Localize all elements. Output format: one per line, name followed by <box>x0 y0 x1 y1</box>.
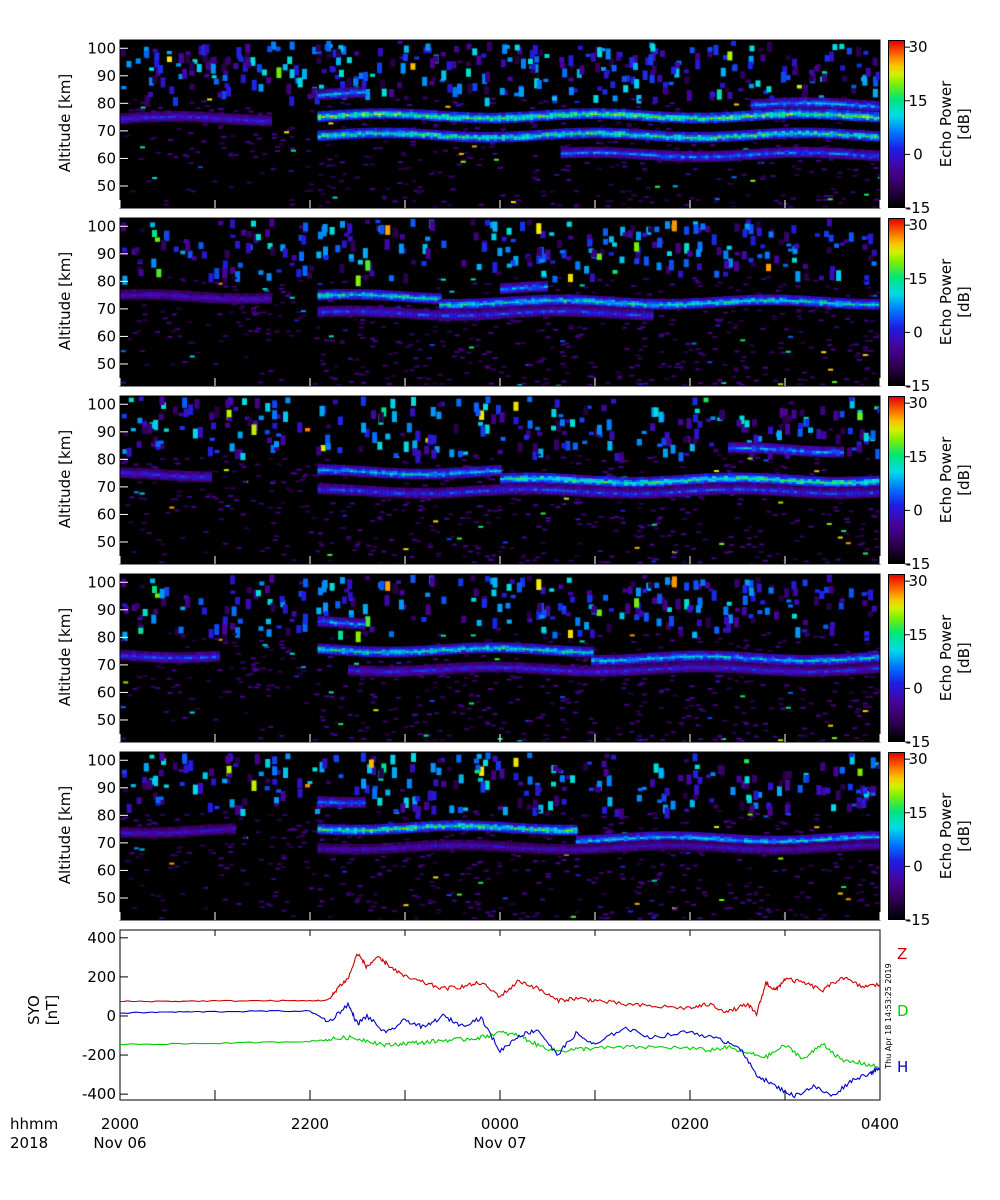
ylabel-panel-5: Altitude [km] <box>56 785 74 885</box>
colorbar-title-3: Echo Power [dB] <box>937 436 973 524</box>
colorbar-1 <box>888 40 905 208</box>
ytick-label-100: 100 <box>87 751 116 769</box>
colorbar-tick-label-30: 30 <box>908 750 927 768</box>
series-line-z <box>119 953 881 1018</box>
timestamp: Thu Apr 18 14:53:25 2019 <box>884 963 893 1069</box>
colorbar-tick-label-15: 15 <box>908 270 927 288</box>
line-ytick-label--400: -400 <box>82 1085 116 1103</box>
ytick-label-90: 90 <box>97 245 116 263</box>
echo-power-panel-2 <box>120 218 880 386</box>
ytick-label-70: 70 <box>97 478 116 496</box>
x-tick-time-3: 0200 <box>670 1115 710 1133</box>
ytick-label-70: 70 <box>97 656 116 674</box>
x-tick-date-2: Nov 07 <box>473 1134 527 1152</box>
ytick-label-50: 50 <box>97 177 116 195</box>
ytick-label-100: 100 <box>87 39 116 57</box>
colorbar-tick-label--15: -15 <box>906 199 931 217</box>
x-tick-time-1: 2200 <box>290 1115 330 1133</box>
ytick-label-50: 50 <box>97 355 116 373</box>
colorbar-tick-label--15: -15 <box>906 911 931 929</box>
colorbar-title-4: Echo Power [dB] <box>937 614 973 702</box>
ytick-label-50: 50 <box>97 533 116 551</box>
colorbar-title-2: Echo Power [dB] <box>937 258 973 346</box>
series-label-z: Z <box>897 945 908 963</box>
ylabel-panel-3: Altitude [km] <box>56 429 74 529</box>
echo-power-panel-4 <box>120 574 880 742</box>
ytick-label-100: 100 <box>87 573 116 591</box>
colorbar-5 <box>888 752 905 920</box>
colorbar-tick-label-15: 15 <box>908 804 927 822</box>
colorbar-tick-label-15: 15 <box>908 92 927 110</box>
series-line-h <box>119 1001 881 1099</box>
x-tick-time-4: 0400 <box>860 1115 900 1133</box>
colorbar-tick-label--15: -15 <box>906 733 931 751</box>
series-label-h: H <box>897 1058 909 1076</box>
colorbar-4 <box>888 574 905 742</box>
line-ytick-label-0: 0 <box>106 1007 116 1025</box>
colorbar-3 <box>888 396 905 564</box>
ytick-label-70: 70 <box>97 122 116 140</box>
colorbar-tick-label-15: 15 <box>908 626 927 644</box>
x-tick-time-2: 0000 <box>480 1115 520 1133</box>
colorbar-tick-label-30: 30 <box>908 38 927 56</box>
ylabel-panel-2: Altitude [km] <box>56 251 74 351</box>
colorbar-2 <box>888 218 905 386</box>
series-line-d <box>120 1030 881 1069</box>
ytick-label-90: 90 <box>97 779 116 797</box>
line-plot-frame <box>119 929 881 1101</box>
ytick-label-70: 70 <box>97 300 116 318</box>
ytick-label-60: 60 <box>97 861 116 879</box>
colorbar-tick-label-15: 15 <box>908 448 927 466</box>
ytick-label-50: 50 <box>97 711 116 729</box>
colorbar-tick-label-30: 30 <box>908 216 927 234</box>
line-ylabel: SYO [nT] <box>25 994 61 1026</box>
colorbar-tick-label--15: -15 <box>906 555 931 573</box>
ytick-label-80: 80 <box>97 628 116 646</box>
colorbar-tick-label-0: 0 <box>913 501 923 519</box>
ytick-label-80: 80 <box>97 806 116 824</box>
colorbar-tick-label-0: 0 <box>913 145 923 163</box>
ytick-label-80: 80 <box>97 450 116 468</box>
colorbar-tick-label-0: 0 <box>913 857 923 875</box>
ytick-label-90: 90 <box>97 67 116 85</box>
echo-power-panel-5 <box>120 752 880 920</box>
ytick-label-80: 80 <box>97 94 116 112</box>
line-ytick-label-200: 200 <box>87 968 116 986</box>
colorbar-title-1: Echo Power [dB] <box>937 80 973 168</box>
colorbar-tick-label-0: 0 <box>913 323 923 341</box>
x-tick-time-0: 2000 <box>100 1115 140 1133</box>
colorbar-tick-label-30: 30 <box>908 572 927 590</box>
series-label-d: D <box>897 1002 909 1020</box>
colorbar-tick-label--15: -15 <box>906 377 931 395</box>
ylabel-panel-1: Altitude [km] <box>56 73 74 173</box>
echo-power-panel-3 <box>120 396 880 564</box>
colorbar-title-5: Echo Power [dB] <box>937 792 973 880</box>
ytick-label-60: 60 <box>97 505 116 523</box>
ytick-label-90: 90 <box>97 423 116 441</box>
x-left-label-1: hhmm <box>10 1115 59 1133</box>
ytick-label-100: 100 <box>87 395 116 413</box>
ytick-label-60: 60 <box>97 327 116 345</box>
echo-power-panel-1 <box>120 40 880 208</box>
ylabel-panel-4: Altitude [km] <box>56 607 74 707</box>
ytick-label-60: 60 <box>97 683 116 701</box>
colorbar-tick-label-0: 0 <box>913 679 923 697</box>
ytick-label-50: 50 <box>97 889 116 907</box>
line-ytick-label-400: 400 <box>87 929 116 947</box>
line-ytick-label--200: -200 <box>82 1046 116 1064</box>
x-tick-date-0: Nov 06 <box>93 1134 147 1152</box>
ytick-label-80: 80 <box>97 272 116 290</box>
ytick-label-60: 60 <box>97 149 116 167</box>
x-left-label-2: 2018 <box>10 1134 49 1152</box>
ytick-label-100: 100 <box>87 217 116 235</box>
ytick-label-90: 90 <box>97 601 116 619</box>
colorbar-tick-label-30: 30 <box>908 394 927 412</box>
ytick-label-70: 70 <box>97 834 116 852</box>
